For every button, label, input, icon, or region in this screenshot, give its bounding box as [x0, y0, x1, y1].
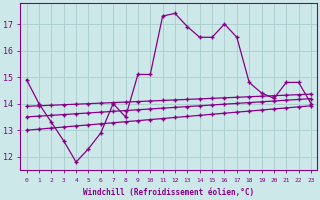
X-axis label: Windchill (Refroidissement éolien,°C): Windchill (Refroidissement éolien,°C) [83, 188, 254, 197]
